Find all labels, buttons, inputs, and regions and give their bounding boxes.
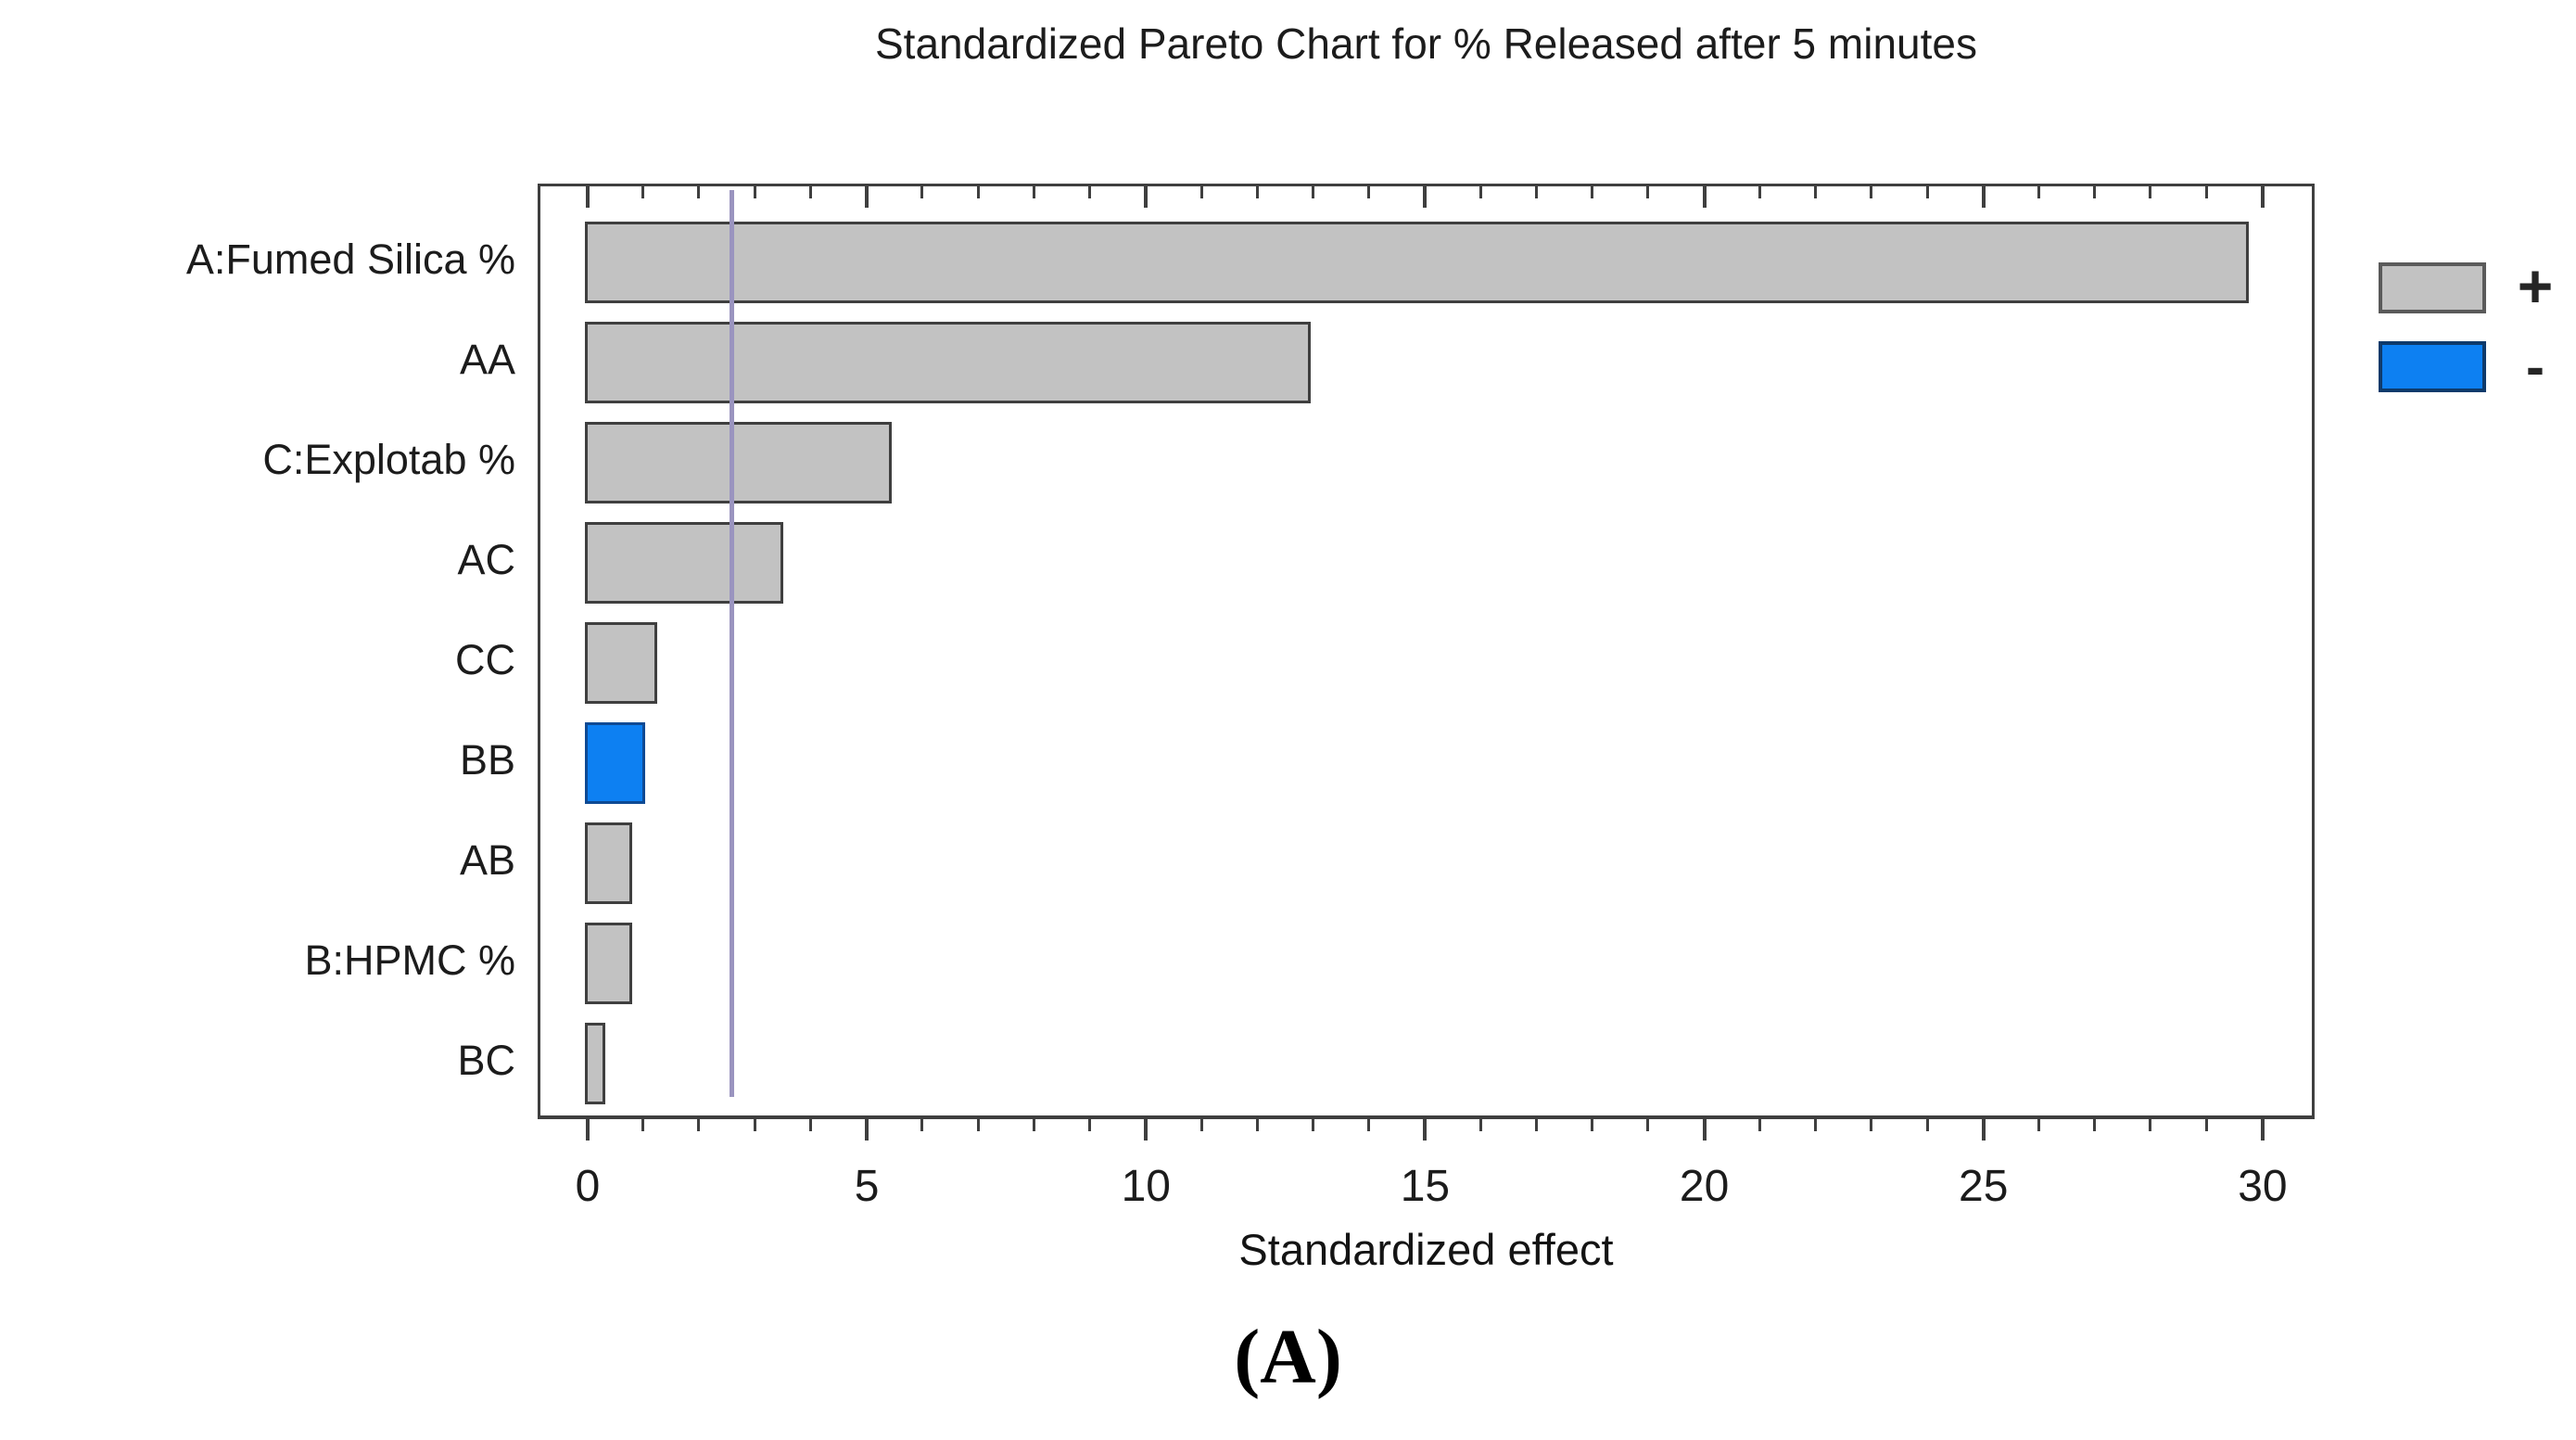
bar-c-explotab bbox=[585, 422, 893, 503]
chart-title: Standardized Pareto Chart for % Released… bbox=[875, 19, 1977, 68]
major-tick-top bbox=[586, 186, 590, 208]
major-tick-top bbox=[1702, 186, 1707, 208]
minor-tick-top bbox=[697, 186, 701, 198]
minor-tick-bottom bbox=[1534, 1119, 1538, 1131]
minor-tick-top bbox=[1646, 186, 1650, 198]
minor-tick-top bbox=[1870, 186, 1873, 198]
major-tick-bottom bbox=[1144, 1119, 1148, 1141]
x-tick-label-10: 10 bbox=[1121, 1162, 1171, 1211]
minor-tick-top bbox=[1311, 186, 1314, 198]
minor-tick-bottom bbox=[1478, 1119, 1482, 1131]
major-tick-top bbox=[1423, 186, 1428, 208]
bar-b-hpmc bbox=[585, 923, 632, 1004]
minor-tick-top bbox=[2149, 186, 2152, 198]
minor-tick-top bbox=[2037, 186, 2040, 198]
minor-tick-bottom bbox=[1367, 1119, 1371, 1131]
major-tick-bottom bbox=[865, 1119, 869, 1141]
bar-aa bbox=[585, 322, 1311, 403]
minor-tick-top bbox=[2093, 186, 2097, 198]
y-label-c-explotab: C:Explotab % bbox=[262, 436, 515, 483]
x-tick-label-5: 5 bbox=[854, 1162, 880, 1211]
figure-caption: (A) bbox=[1234, 1314, 1342, 1400]
minor-tick-top bbox=[1925, 186, 1929, 198]
bar-ab bbox=[585, 822, 633, 904]
minor-tick-bottom bbox=[1032, 1119, 1035, 1131]
minor-tick-top bbox=[2204, 186, 2208, 198]
legend-label-negative: - bbox=[2526, 336, 2544, 398]
minor-tick-bottom bbox=[1311, 1119, 1314, 1131]
x-tick-label-25: 25 bbox=[1959, 1162, 2009, 1211]
minor-tick-bottom bbox=[920, 1119, 924, 1131]
bar-bc bbox=[585, 1023, 606, 1104]
minor-tick-bottom bbox=[753, 1119, 756, 1131]
major-tick-bottom bbox=[1981, 1119, 1986, 1141]
minor-tick-bottom bbox=[1758, 1119, 1761, 1131]
y-label-ac: AC bbox=[457, 536, 515, 583]
minor-tick-top bbox=[1367, 186, 1371, 198]
major-tick-bottom bbox=[1423, 1119, 1428, 1141]
minor-tick-bottom bbox=[1925, 1119, 1929, 1131]
minor-tick-top bbox=[1534, 186, 1538, 198]
minor-tick-bottom bbox=[2149, 1119, 2152, 1131]
x-tick-label-30: 30 bbox=[2238, 1162, 2288, 1211]
legend-swatch-negative bbox=[2379, 341, 2486, 392]
minor-tick-bottom bbox=[1591, 1119, 1594, 1131]
minor-tick-top bbox=[976, 186, 980, 198]
major-tick-bottom bbox=[2260, 1119, 2265, 1141]
major-tick-bottom bbox=[586, 1119, 590, 1141]
y-label-bc: BC bbox=[457, 1037, 515, 1084]
minor-tick-top bbox=[920, 186, 924, 198]
bar-bb bbox=[585, 722, 646, 804]
major-tick-bottom bbox=[1702, 1119, 1707, 1141]
minor-tick-bottom bbox=[1088, 1119, 1092, 1131]
minor-tick-top bbox=[1255, 186, 1259, 198]
minor-tick-top bbox=[1591, 186, 1594, 198]
plot-area bbox=[538, 184, 2315, 1119]
major-tick-top bbox=[2260, 186, 2265, 208]
y-label-aa: AA bbox=[459, 336, 515, 383]
minor-tick-top bbox=[1032, 186, 1035, 198]
major-tick-top bbox=[1981, 186, 1986, 208]
minor-tick-top bbox=[641, 186, 645, 198]
minor-tick-top bbox=[1088, 186, 1092, 198]
minor-tick-bottom bbox=[976, 1119, 980, 1131]
minor-tick-bottom bbox=[1255, 1119, 1259, 1131]
y-label-bb: BB bbox=[459, 736, 515, 784]
y-label-a-fumed-silica: A:Fumed Silica % bbox=[185, 236, 515, 283]
minor-tick-bottom bbox=[1814, 1119, 1818, 1131]
x-tick-label-20: 20 bbox=[1679, 1162, 1730, 1211]
minor-tick-bottom bbox=[641, 1119, 645, 1131]
bar-cc bbox=[585, 622, 658, 704]
x-tick-label-15: 15 bbox=[1400, 1162, 1451, 1211]
minor-tick-top bbox=[1814, 186, 1818, 198]
minor-tick-top bbox=[753, 186, 756, 198]
legend-swatch-positive bbox=[2379, 262, 2486, 313]
minor-tick-bottom bbox=[2204, 1119, 2208, 1131]
legend-label-positive: + bbox=[2517, 251, 2554, 320]
minor-tick-bottom bbox=[2093, 1119, 2097, 1131]
minor-tick-top bbox=[808, 186, 812, 198]
minor-tick-bottom bbox=[2037, 1119, 2040, 1131]
minor-tick-bottom bbox=[697, 1119, 701, 1131]
minor-tick-bottom bbox=[1870, 1119, 1873, 1131]
major-tick-top bbox=[865, 186, 869, 208]
minor-tick-bottom bbox=[1646, 1119, 1650, 1131]
major-tick-top bbox=[1144, 186, 1148, 208]
y-label-b-hpmc: B:HPMC % bbox=[304, 937, 515, 984]
bar-ac bbox=[585, 522, 783, 604]
y-label-cc: CC bbox=[455, 636, 515, 683]
x-axis-title: Standardized effect bbox=[1238, 1225, 1614, 1274]
minor-tick-top bbox=[1478, 186, 1482, 198]
minor-tick-top bbox=[1199, 186, 1203, 198]
bar-a-fumed-silica bbox=[585, 222, 2249, 303]
y-label-ab: AB bbox=[459, 836, 515, 884]
significance-reference-line bbox=[729, 190, 734, 1097]
minor-tick-bottom bbox=[808, 1119, 812, 1131]
minor-tick-bottom bbox=[1199, 1119, 1203, 1131]
x-tick-label-0: 0 bbox=[575, 1162, 601, 1211]
minor-tick-top bbox=[1758, 186, 1761, 198]
